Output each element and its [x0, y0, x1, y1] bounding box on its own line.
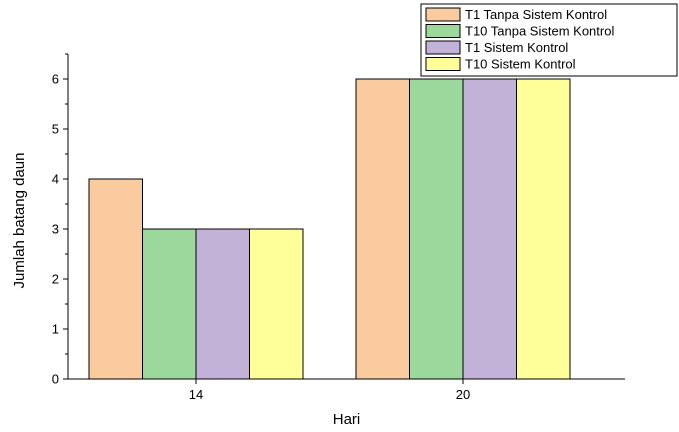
- legend-swatch-1: [425, 7, 461, 22]
- bar-4-cat-20: [516, 78, 571, 380]
- y-axis-title: Jumlah batang daun: [11, 153, 28, 289]
- bar-2-cat-20: [409, 78, 464, 380]
- legend-swatch-2: [425, 24, 461, 38]
- bar-1-cat-14: [88, 178, 143, 380]
- legend-label-3: T1 Sistem Kontrol: [465, 40, 568, 55]
- legend-swatch-4: [425, 57, 461, 71]
- bar-3-cat-20: [462, 78, 517, 380]
- legend-box: [420, 3, 678, 77]
- bar-2-cat-14: [142, 228, 197, 380]
- bars-layer: [88, 78, 571, 380]
- axes-layer: [67, 54, 625, 380]
- y-tick-label: 4: [52, 172, 59, 187]
- legend-label-1: T1 Tanpa Sistem Kontrol: [465, 7, 607, 22]
- x-ticks: 14 20: [189, 379, 470, 402]
- bar-1-cat-20: [355, 78, 410, 380]
- y-tick-label: 1: [52, 322, 59, 337]
- legend: T1 Tanpa Sistem Kontrol T10 Tanpa Sistem …: [420, 3, 678, 77]
- bar-3-cat-14: [195, 228, 250, 380]
- y-tick-label: 5: [52, 122, 59, 137]
- x-tick-label: 14: [189, 387, 203, 402]
- legend-swatch-3: [425, 40, 461, 55]
- bar-4-cat-14: [249, 228, 304, 380]
- legend-label-4: T10 Sistem Kontrol: [465, 57, 576, 72]
- legend-label-2: T10 Tanpa Sistem Kontrol: [465, 24, 614, 39]
- x-tick-label: 20: [456, 387, 470, 402]
- y-ticks: 0 1 2 3 4 5 6: [52, 53, 68, 387]
- y-tick-label: 0: [52, 372, 59, 387]
- y-tick-label: 2: [52, 272, 59, 287]
- x-axis-title: Hari: [333, 411, 361, 428]
- y-tick-label: 3: [52, 222, 59, 237]
- y-tick-label: 6: [52, 72, 59, 87]
